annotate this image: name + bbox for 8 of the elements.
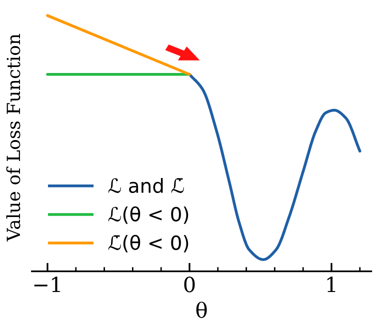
legend-label: ℒ(θ < 0) <box>108 206 188 224</box>
x-tick-label: −1 <box>34 276 60 292</box>
x-axis-title: θ <box>196 302 207 318</box>
legend-label: ℒ̄(θ < 0) <box>108 234 188 252</box>
y-axis-title: Value of Loss Function <box>6 34 20 242</box>
x-tick-label: 0 <box>184 276 195 292</box>
x-tick-label: 1 <box>327 276 336 292</box>
legend-label: ℒ and ℒ̄ <box>108 178 184 193</box>
